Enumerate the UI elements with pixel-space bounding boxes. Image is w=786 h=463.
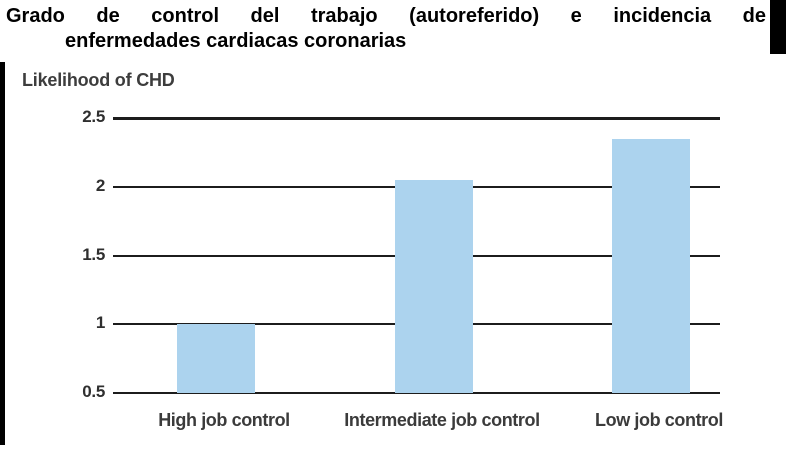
y-tick-label: 0.5 [82,382,105,401]
x-axis-label: Intermediate job control [344,410,540,430]
y-tick-label: 2.5 [82,107,105,126]
chart-title: Likelihood of CHD [22,70,175,90]
bar-high-job-control [177,324,255,393]
plot-area: 2.5 2 1.5 1 0.5 High job control Intermediate … [82,107,723,430]
y-tick-label: 1.5 [82,244,105,264]
bar-intermediate-job-control [395,179,473,393]
top-right-black-bar [770,0,786,54]
bar-low-job-control [612,138,690,393]
gridline [113,392,720,394]
x-axis-label: Low job control [595,410,723,430]
slide-title-line-1: Grado de control del trabajo (autoreferi… [6,5,766,27]
x-axis-label: High job control [158,410,290,430]
left-black-bar [0,62,5,445]
y-tick-label: 1 [95,313,105,333]
slide-title-line-2: enfermedades cardiacas coronarias [65,30,407,52]
gridline [113,117,720,120]
slide-title: Grado de control del trabajo (autoreferi… [6,4,766,54]
y-tick-label: 2 [95,175,105,195]
